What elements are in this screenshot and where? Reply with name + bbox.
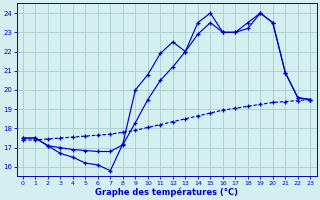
- X-axis label: Graphe des températures (°C): Graphe des températures (°C): [95, 187, 238, 197]
